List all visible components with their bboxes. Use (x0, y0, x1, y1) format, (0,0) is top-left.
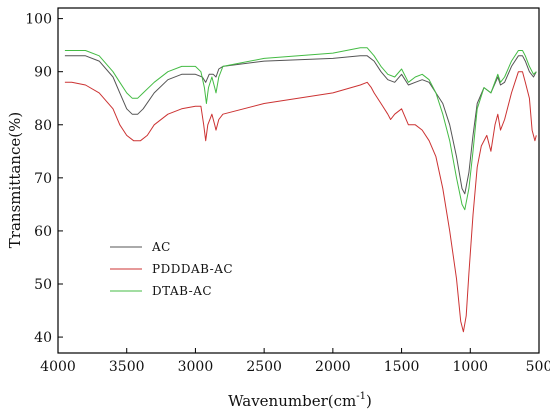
x-axis-title-main: Wavenumber(cm (228, 392, 356, 410)
axis-ticks: 4000 3500 3000 2500 2000 1500 1000 500 40 50 60 70 8… (25, 12, 550, 375)
legend-label: DTAB-AC (152, 284, 212, 298)
x-axis-title-close: ) (366, 392, 372, 410)
x-tick-label: 2000 (315, 359, 351, 375)
series-line-ac (64, 55, 537, 195)
legend-label: PDDDAB-AC (152, 262, 233, 276)
legend-label: AC (151, 240, 171, 254)
x-tick-label: 3000 (178, 359, 214, 375)
y-tick-label: 80 (34, 118, 52, 134)
x-tick-label: 2500 (246, 359, 282, 375)
x-tick-label: 4000 (40, 359, 76, 375)
x-tick-label: 1000 (452, 359, 488, 375)
x-tick-label: 500 (526, 359, 550, 375)
series-group (64, 47, 537, 333)
x-tick-label: 3500 (109, 359, 145, 375)
y-tick-label: 50 (34, 277, 52, 293)
x-axis-title: Wavenumber(cm-1) (228, 391, 372, 410)
x-axis-title-sup: -1 (356, 391, 366, 402)
y-tick-label: 90 (34, 65, 52, 81)
series-line-pdddab-ac (64, 71, 537, 333)
x-tick-label: 1500 (384, 359, 420, 375)
plot-frame (57, 7, 540, 354)
series-line-dtab-ac (64, 47, 537, 211)
y-tick-label: 100 (25, 12, 52, 28)
y-tick-label: 60 (34, 224, 52, 240)
y-axis-title: Transmittance(%) (6, 112, 24, 248)
legend: AC PDDDAB-AC DTAB-AC (110, 240, 233, 298)
y-tick-label: 70 (34, 171, 52, 187)
y-tick-label: 40 (34, 330, 52, 346)
